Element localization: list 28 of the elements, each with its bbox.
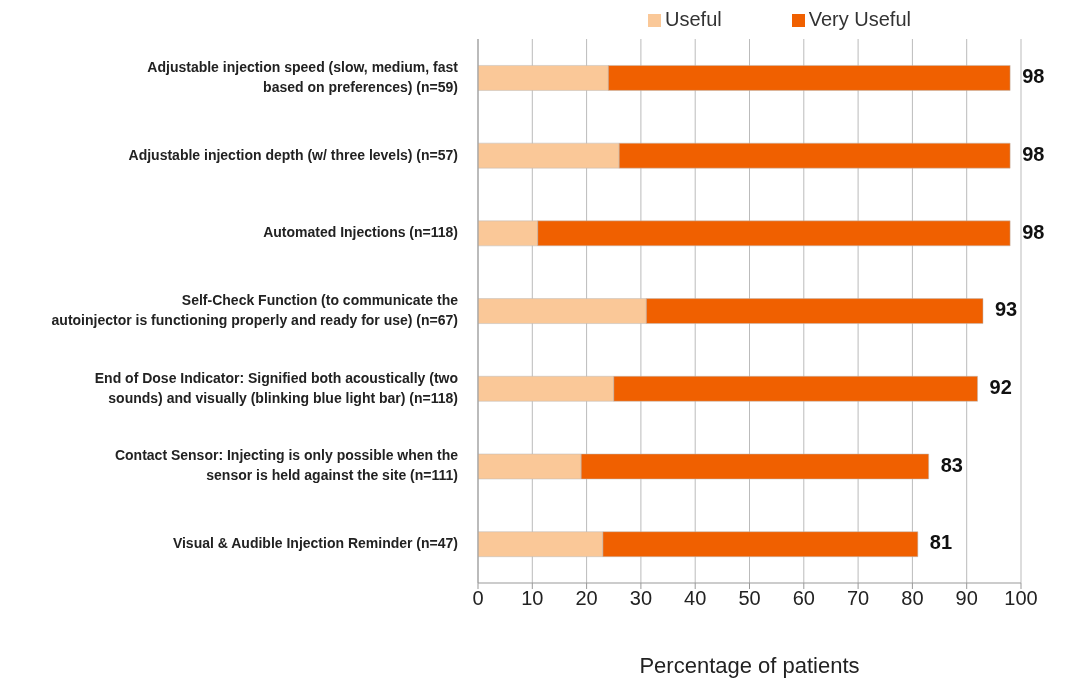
x-tick-label: 20 [575,587,598,610]
y-tick-label: Adjustable injection speed (slow, medium, fast based on preferences) (n=59) [147,58,459,95]
total-label: 98 [1022,65,1045,88]
total-label: 83 [940,453,963,476]
y-tick-label: End of Dose Indicator: Signified both acoustically (two sounds) and visually (blinking blue light bar) (n=118) [94,369,458,406]
total-label: 81 [929,531,953,554]
total-label: 92 [989,376,1012,399]
x-tick-label: 80 [901,587,924,610]
x-axis-title: Percentage of patients [639,653,860,678]
y-tick-label: Automated Injections (n=118) [263,223,458,240]
y-tick-label: Adjustable injection depth (w/ three levels) (n=57) [128,146,458,163]
y-tick-label: Visual & Audible Injection Reminder (n=47) [172,534,458,551]
x-tick-label: 30 [629,587,653,610]
total-label: 93 [994,298,1018,321]
legend-label: Useful [665,8,722,30]
x-tick-label: 60 [792,587,815,610]
total-label: 98 [1022,142,1045,165]
x-tick-label: 10 [521,587,544,610]
x-tick-label: 70 [846,587,870,610]
y-tick-label: Self-Check Function (to communicate the autoinjector is functioning properly and ready for use) (n=67) [51,291,459,328]
x-tick-label: 90 [955,587,978,610]
total-label: 98 [1022,220,1045,243]
x-tick-label: 100 [1004,587,1038,610]
x-tick-label: 0 [472,587,484,610]
legend-label: Very Useful [808,8,911,30]
x-tick-label: 50 [738,587,761,610]
y-tick-label: Contact Sensor: Injecting is only possible when the sensor is held against the site (n=111) [114,447,459,484]
x-tick-label: 40 [684,587,707,610]
